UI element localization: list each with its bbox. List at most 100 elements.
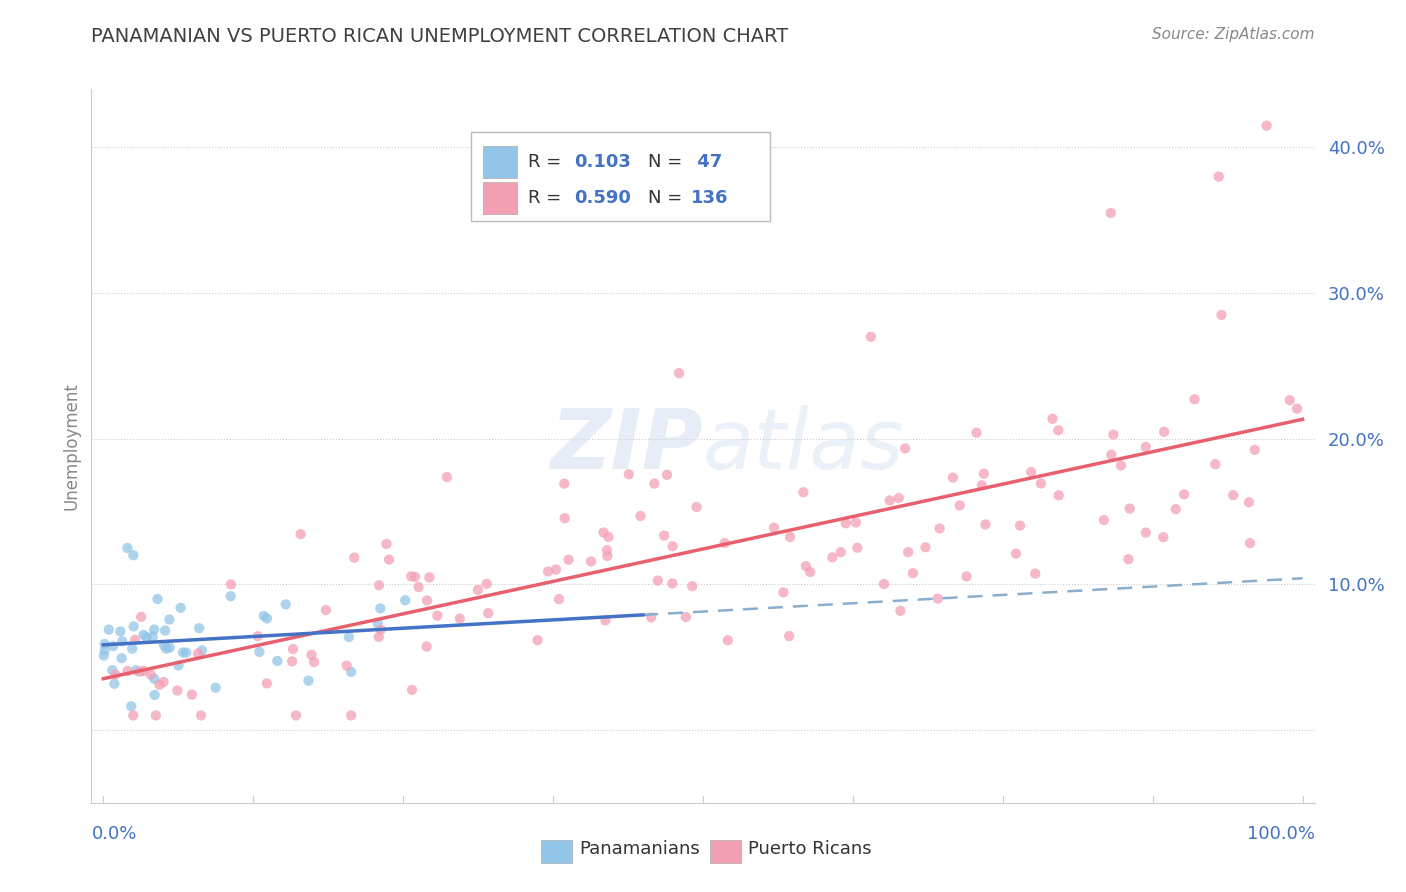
Point bbox=[449, 611, 471, 625]
Y-axis label: Unemployment: Unemployment bbox=[62, 382, 80, 510]
Point bbox=[111, 651, 134, 665]
Point bbox=[1211, 308, 1233, 322]
Point bbox=[301, 648, 323, 662]
Text: 100.0%: 100.0% bbox=[1247, 825, 1315, 843]
Point bbox=[159, 612, 181, 626]
Point bbox=[415, 640, 437, 654]
Point bbox=[93, 648, 115, 663]
Point bbox=[368, 578, 391, 592]
Text: N =: N = bbox=[648, 189, 688, 207]
Point bbox=[475, 577, 498, 591]
Point bbox=[132, 664, 155, 678]
Point bbox=[1029, 476, 1052, 491]
Point bbox=[170, 600, 193, 615]
Point bbox=[553, 476, 575, 491]
Point bbox=[887, 491, 910, 505]
Point bbox=[153, 638, 176, 652]
Point bbox=[1099, 448, 1122, 462]
Point bbox=[914, 540, 936, 554]
Point bbox=[717, 633, 740, 648]
Text: Puerto Ricans: Puerto Ricans bbox=[748, 840, 872, 858]
Point bbox=[129, 610, 152, 624]
Point bbox=[1243, 442, 1265, 457]
Point bbox=[859, 330, 882, 344]
Point bbox=[370, 601, 392, 615]
Point bbox=[661, 539, 683, 553]
Point bbox=[879, 493, 901, 508]
Point bbox=[792, 485, 814, 500]
Text: 47: 47 bbox=[690, 153, 723, 171]
Point bbox=[370, 623, 392, 637]
Point bbox=[596, 543, 619, 558]
Text: R =: R = bbox=[529, 153, 567, 171]
Point bbox=[266, 654, 288, 668]
Point bbox=[155, 641, 177, 656]
Point bbox=[172, 645, 194, 659]
Point bbox=[143, 623, 166, 637]
Point bbox=[643, 476, 665, 491]
Point bbox=[889, 604, 911, 618]
Point bbox=[949, 499, 972, 513]
Point bbox=[367, 616, 389, 631]
Point bbox=[148, 678, 170, 692]
Point bbox=[256, 611, 278, 625]
Point bbox=[247, 645, 270, 659]
Point bbox=[1010, 518, 1032, 533]
Point bbox=[772, 585, 794, 599]
Point bbox=[204, 681, 226, 695]
Point bbox=[595, 614, 617, 628]
Point bbox=[668, 366, 690, 380]
Point bbox=[132, 628, 155, 642]
Point bbox=[1042, 411, 1064, 425]
Point bbox=[337, 630, 360, 644]
Point bbox=[548, 592, 571, 607]
Point bbox=[598, 530, 620, 544]
Point bbox=[799, 565, 821, 579]
Point bbox=[219, 589, 242, 603]
Point bbox=[1152, 530, 1174, 544]
Point bbox=[124, 632, 146, 647]
Point bbox=[191, 643, 214, 657]
Point bbox=[537, 565, 560, 579]
Point bbox=[375, 537, 398, 551]
Point bbox=[973, 467, 995, 481]
Point bbox=[1102, 427, 1125, 442]
Point bbox=[655, 467, 678, 482]
Point bbox=[253, 609, 276, 624]
Point bbox=[794, 559, 817, 574]
Point bbox=[246, 629, 269, 643]
Point bbox=[1278, 393, 1301, 408]
Point bbox=[1208, 169, 1230, 184]
Point bbox=[1184, 392, 1206, 407]
Point bbox=[340, 665, 363, 679]
Point bbox=[110, 624, 132, 639]
Point bbox=[835, 516, 858, 531]
Text: atlas: atlas bbox=[703, 406, 904, 486]
Point bbox=[121, 641, 143, 656]
Point bbox=[652, 528, 675, 542]
Point bbox=[640, 610, 662, 624]
Text: PANAMANIAN VS PUERTO RICAN UNEMPLOYMENT CORRELATION CHART: PANAMANIAN VS PUERTO RICAN UNEMPLOYMENT … bbox=[91, 27, 789, 45]
Point bbox=[190, 708, 212, 723]
Point bbox=[647, 574, 669, 588]
Point bbox=[401, 682, 423, 697]
Point bbox=[845, 516, 868, 530]
Point bbox=[467, 582, 489, 597]
Point bbox=[416, 593, 439, 607]
Point bbox=[544, 562, 567, 576]
Point bbox=[1047, 423, 1070, 437]
Point bbox=[1135, 440, 1157, 454]
Point bbox=[617, 467, 640, 482]
Point bbox=[1204, 457, 1226, 471]
Point bbox=[111, 634, 134, 648]
Text: N =: N = bbox=[648, 153, 688, 171]
Point bbox=[117, 541, 139, 555]
Point bbox=[873, 577, 896, 591]
Point bbox=[1135, 525, 1157, 540]
Point bbox=[274, 598, 297, 612]
Point bbox=[901, 566, 924, 581]
Point bbox=[685, 500, 707, 514]
Point bbox=[526, 633, 548, 648]
Text: Source: ZipAtlas.com: Source: ZipAtlas.com bbox=[1152, 27, 1315, 42]
Point bbox=[1119, 501, 1142, 516]
